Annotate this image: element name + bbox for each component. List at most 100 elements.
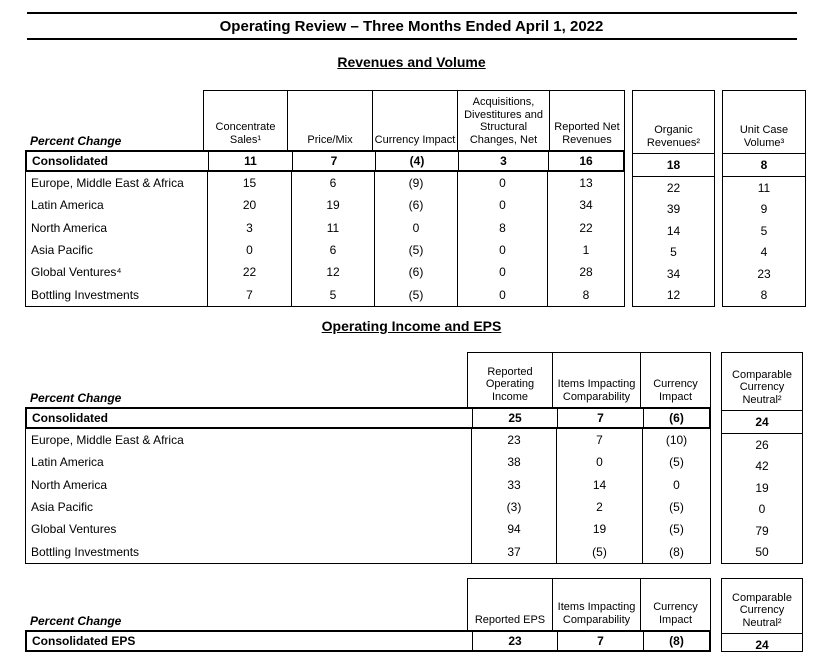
cell-value: (5) — [642, 495, 710, 519]
cell-value: (4) — [375, 152, 458, 170]
cell-value: (5) — [642, 518, 710, 541]
cell-value: 7 — [557, 409, 643, 427]
cell-value: 14 — [556, 473, 642, 496]
operating-comparable-column: Comparable Currency Neutral² 24 26 42 19… — [721, 352, 803, 564]
cell-value: 24 — [722, 410, 802, 434]
row-label: Latin America — [31, 198, 104, 213]
cell-value: 12 — [291, 261, 374, 284]
table-row: Asia Pacific (3) 2 (5) — [26, 495, 710, 519]
column-header-currency-impact: Currency Impact — [653, 378, 698, 403]
table-row: Latin America 20 19 (6) 0 34 — [26, 194, 624, 217]
row-label: North America — [31, 477, 108, 492]
eps-header-row: Reported EPS Items Impacting Comparabili… — [467, 578, 711, 630]
cell-value: 94 — [471, 518, 556, 541]
operating-body: Europe, Middle East & Africa 23 7 (10) L… — [25, 429, 711, 564]
cell-value: 33 — [471, 473, 556, 496]
cell-value: 22 — [207, 261, 291, 284]
operating-consolidated-row: Consolidated 25 7 (6) — [25, 407, 711, 429]
cell-value: 8 — [723, 153, 805, 177]
cell-value: 19 — [291, 194, 374, 217]
row-label: North America — [31, 220, 108, 235]
column-header-comparable-currency-neutral: Comparable Currency Neutral² — [732, 368, 792, 406]
cell-value: 22 — [547, 216, 624, 239]
section-heading-revenues: Revenues and Volume — [337, 54, 486, 70]
cell-value: 22 — [666, 180, 681, 195]
cell-value: 0 — [642, 473, 710, 496]
row-label: Latin America — [31, 455, 104, 470]
cell-value: 24 — [722, 633, 802, 656]
revenues-header-row: Concentrate Sales¹ Price/Mix Currency Im… — [203, 90, 625, 150]
cell-value: (6) — [374, 261, 457, 284]
row-label: Global Ventures — [31, 522, 117, 537]
cell-value: (8) — [642, 540, 710, 563]
cell-value: 18 — [633, 153, 714, 177]
cell-value: 7 — [292, 152, 375, 170]
title-rule-top — [27, 12, 797, 15]
cell-value: (8) — [643, 632, 709, 650]
cell-value: 38 — [471, 451, 556, 474]
cell-value: 12 — [666, 288, 681, 303]
cell-value: 23 — [472, 632, 557, 650]
cell-value: 7 — [557, 632, 643, 650]
revenues-consolidated-row: Consolidated 11 7 (4) 3 16 — [25, 150, 625, 172]
section-heading-operating: Operating Income and EPS — [321, 318, 502, 334]
cell-value: 8 — [547, 283, 624, 306]
table-row: Europe, Middle East & Africa 23 7 (10) — [26, 429, 710, 452]
cell-value: 34 — [547, 194, 624, 217]
cell-value: 0 — [457, 261, 547, 284]
row-label: Consolidated — [32, 154, 109, 168]
cell-value: 8 — [457, 216, 547, 239]
row-header-label: Percent Change — [30, 614, 122, 628]
cell-value: 6 — [291, 172, 374, 195]
table-row: North America 3 11 0 8 22 — [26, 216, 624, 239]
cell-value: 16 — [548, 152, 623, 170]
cell-value: (5) — [374, 283, 457, 306]
table-row: Bottling Investments 7 5 (5) 0 8 — [26, 283, 624, 306]
column-header-items-impacting: Items Impacting Comparability — [553, 353, 641, 407]
cell-value: 15 — [207, 172, 291, 195]
table-row: North America 33 14 0 — [26, 473, 710, 496]
cell-value: 26 — [755, 437, 769, 452]
cell-value: 28 — [547, 261, 624, 284]
column-header-concentrate-sales: Concentrate Sales¹ — [204, 91, 288, 150]
cell-value: (10) — [642, 429, 710, 452]
cell-value: 0 — [207, 238, 291, 262]
cell-value: 5 — [291, 283, 374, 306]
cell-value: (6) — [374, 194, 457, 217]
cell-value: 34 — [666, 266, 681, 281]
row-label: Asia Pacific — [31, 243, 94, 258]
table-row: Bottling Investments 37 (5) (8) — [26, 540, 710, 563]
operating-header-row: Reported Operating Income Items Impactin… — [467, 352, 711, 407]
row-label: Bottling Investments — [31, 287, 140, 302]
cell-value: 8 — [760, 288, 768, 303]
cell-value: 42 — [755, 459, 769, 474]
unit-case-volume-column: Unit Case Volume³ 8 11 9 5 4 23 8 — [722, 90, 806, 307]
column-header-organic-revenues: Organic Revenues² — [646, 124, 701, 149]
row-label: Asia Pacific — [31, 500, 94, 515]
column-header-price-mix: Price/Mix — [288, 91, 373, 150]
cell-value: 5 — [670, 245, 677, 260]
row-label: Europe, Middle East & Africa — [31, 176, 184, 191]
cell-value: (6) — [643, 409, 709, 427]
cell-value: 20 — [207, 194, 291, 217]
table-row: Europe, Middle East & Africa 15 6 (9) 0 … — [26, 172, 624, 195]
table-row: Global Ventures 94 19 (5) — [26, 518, 710, 541]
cell-value: 39 — [666, 202, 681, 217]
cell-value: 3 — [458, 152, 548, 170]
cell-value: 4 — [760, 245, 768, 260]
cell-value: 14 — [666, 223, 681, 238]
cell-value: 0 — [457, 172, 547, 195]
eps-comparable-column: Comparable Currency Neutral² 24 — [721, 578, 803, 652]
row-label: Consolidated EPS — [32, 634, 136, 648]
cell-value: (9) — [374, 172, 457, 195]
cell-value: 5 — [760, 223, 768, 238]
cell-value: 50 — [755, 545, 769, 560]
cell-value: (5) — [642, 451, 710, 474]
cell-value: 19 — [755, 480, 769, 495]
cell-value: 9 — [760, 202, 768, 217]
cell-value: 0 — [556, 451, 642, 474]
row-header-label: Percent Change — [30, 134, 122, 148]
cell-value: 0 — [374, 216, 457, 239]
table-row: Global Ventures⁴ 22 12 (6) 0 28 — [26, 261, 624, 284]
cell-value: 11 — [757, 180, 771, 195]
